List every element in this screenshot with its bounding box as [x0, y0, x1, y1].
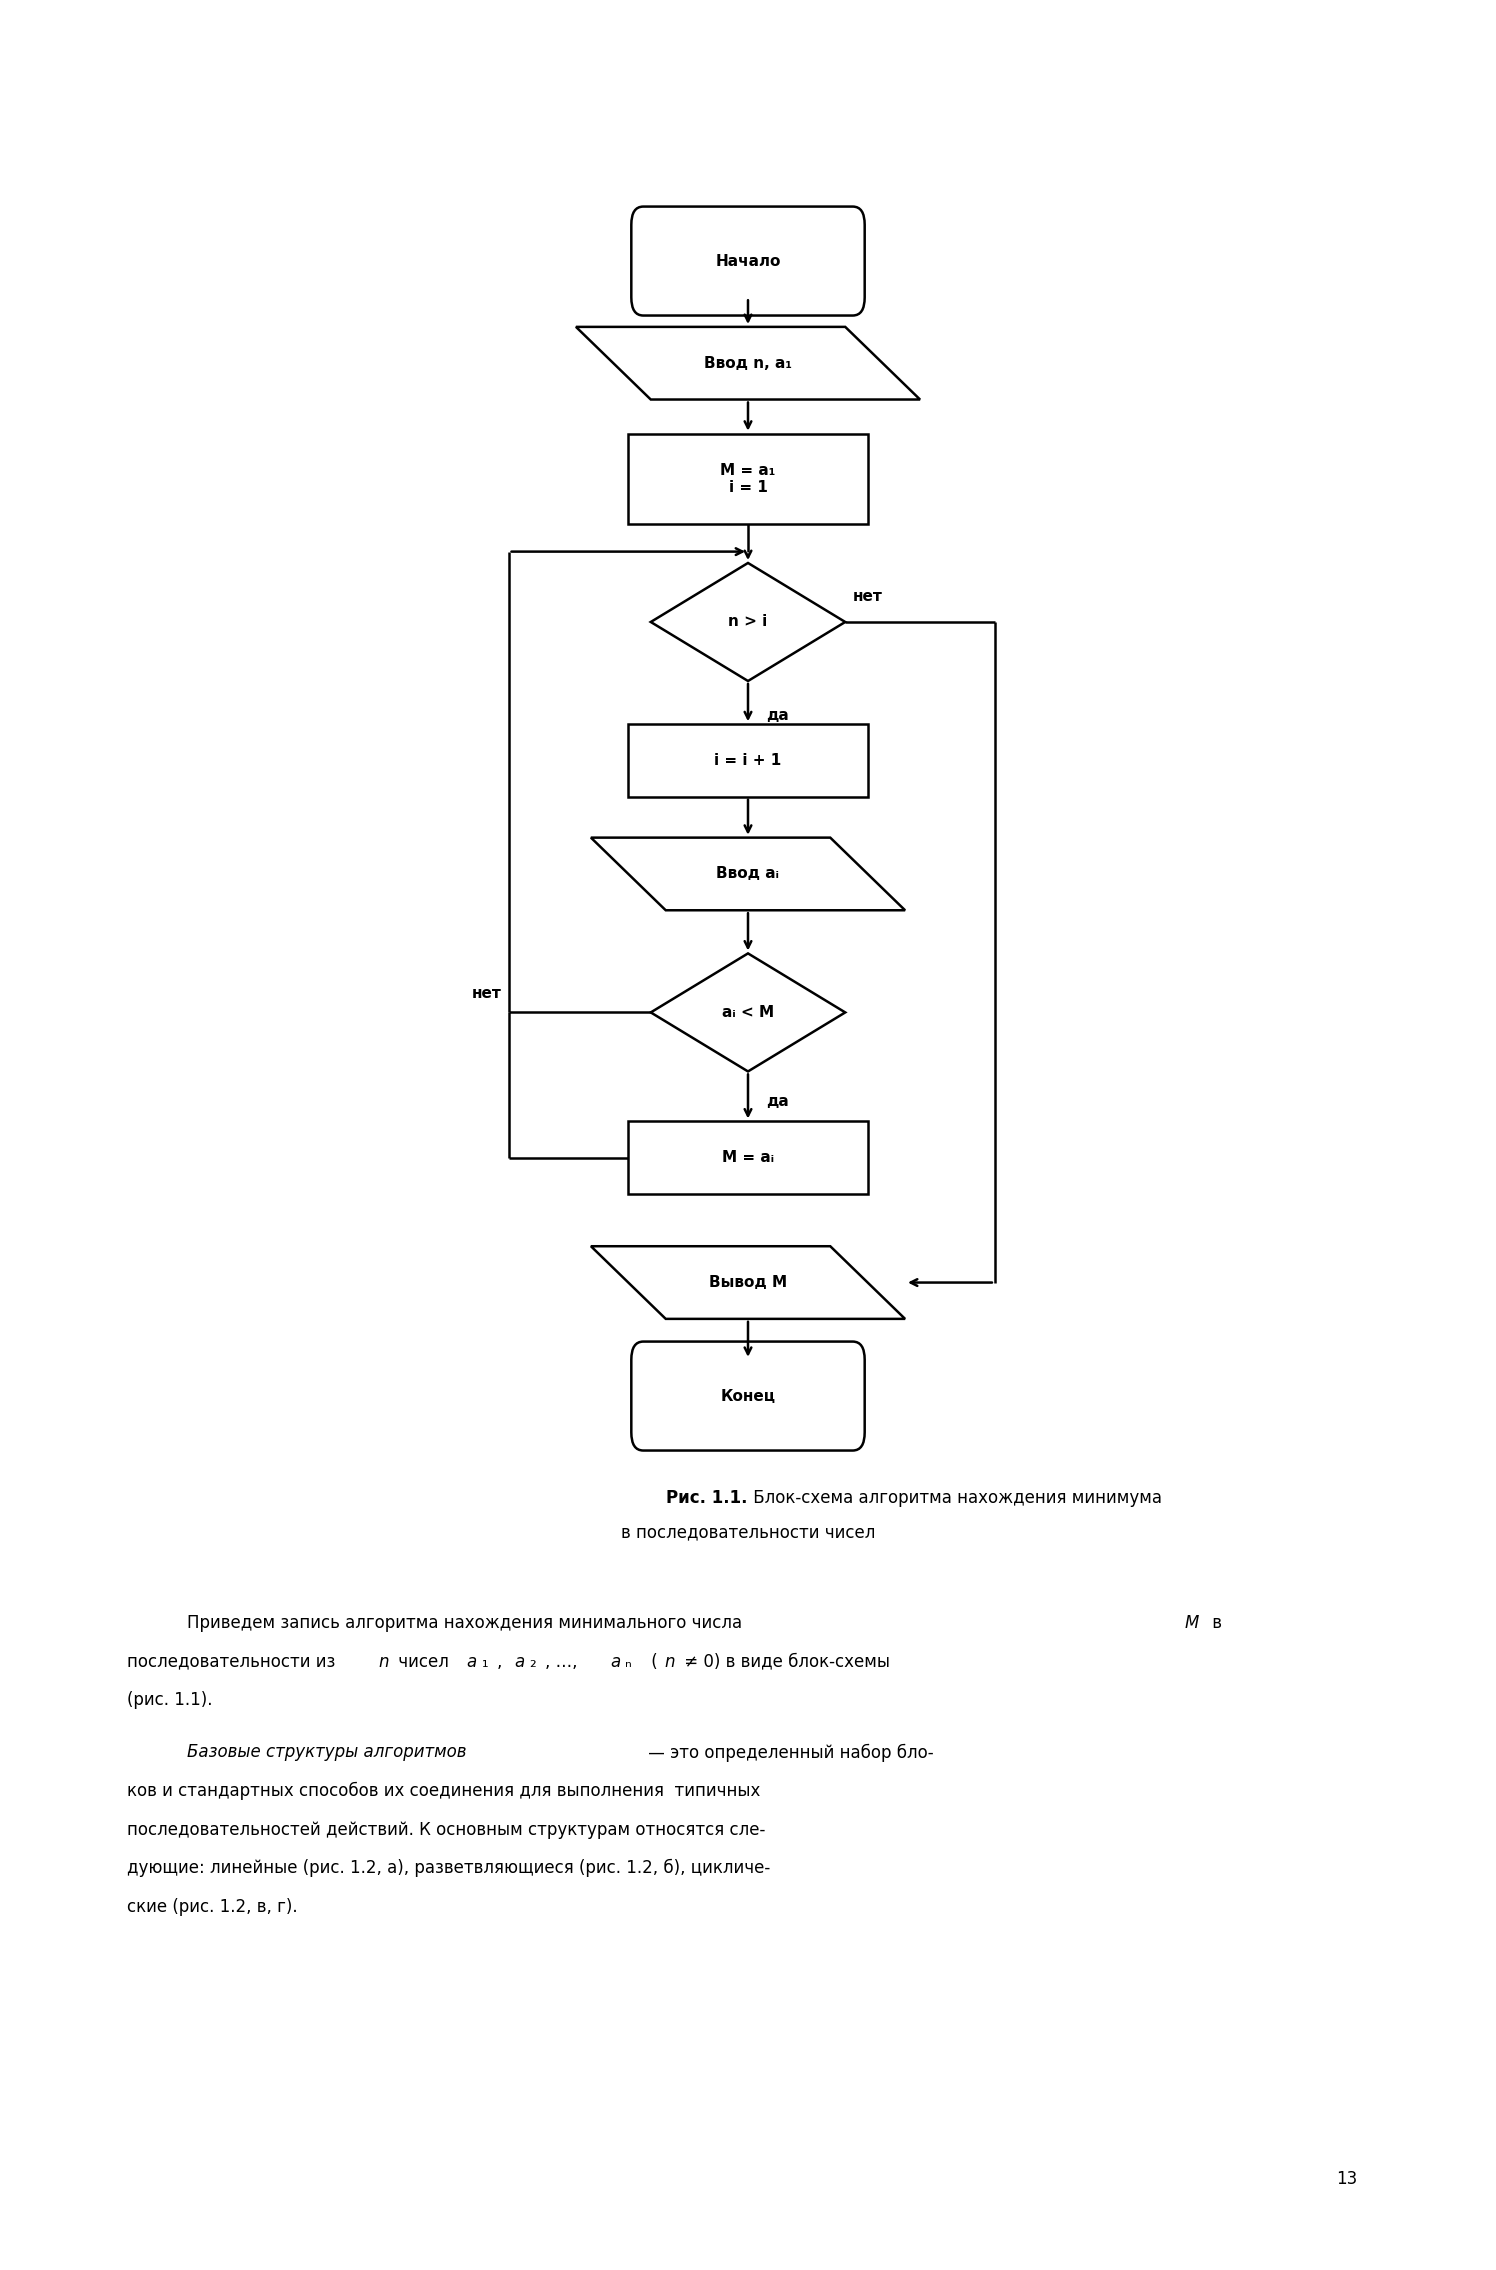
- Polygon shape: [651, 563, 845, 681]
- Bar: [628, 1121, 868, 1194]
- Text: ₙ: ₙ: [625, 1653, 633, 1671]
- Bar: [628, 724, 868, 797]
- Text: Ввод aᵢ: Ввод aᵢ: [717, 867, 779, 881]
- Text: n: n: [664, 1653, 675, 1671]
- Text: чисел: чисел: [393, 1653, 455, 1671]
- Polygon shape: [576, 327, 920, 400]
- Text: да: да: [766, 1094, 788, 1110]
- Text: дующие: линейные (рис. 1.2, а), разветвляющиеся (рис. 1.2, б), цикличе-: дующие: линейные (рис. 1.2, а), разветвл…: [127, 1859, 770, 1877]
- Text: Ввод n, a₁: Ввод n, a₁: [705, 356, 791, 370]
- Text: — это определенный набор бло-: — это определенный набор бло-: [643, 1743, 934, 1762]
- Polygon shape: [651, 953, 845, 1071]
- Polygon shape: [591, 1246, 905, 1319]
- Text: ₂: ₂: [530, 1653, 537, 1671]
- Text: Конец: Конец: [721, 1389, 775, 1403]
- Text: a: a: [467, 1653, 477, 1671]
- Polygon shape: [591, 838, 905, 910]
- Text: ские (рис. 1.2, в, г).: ские (рис. 1.2, в, г).: [127, 1898, 298, 1916]
- Text: M = a₁
i = 1: M = a₁ i = 1: [720, 463, 776, 495]
- Text: ≠ 0) в виде блок-схемы: ≠ 0) в виде блок-схемы: [679, 1653, 890, 1671]
- Text: aᵢ < M: aᵢ < M: [723, 1006, 773, 1019]
- Bar: [628, 434, 868, 524]
- Text: последовательности из: последовательности из: [127, 1653, 341, 1671]
- Text: a: a: [610, 1653, 621, 1671]
- Text: в последовательности чисел: в последовательности чисел: [621, 1523, 875, 1541]
- Text: в: в: [1207, 1614, 1222, 1632]
- Text: n > i: n > i: [729, 615, 767, 629]
- Text: , …,: , …,: [545, 1653, 582, 1671]
- Text: Приведем запись алгоритма нахождения минимального числа: Приведем запись алгоритма нахождения мин…: [187, 1614, 748, 1632]
- Text: Блок-схема алгоритма нахождения минимума: Блок-схема алгоритма нахождения минимума: [748, 1489, 1162, 1507]
- Text: Рис. 1.1.: Рис. 1.1.: [667, 1489, 748, 1507]
- FancyBboxPatch shape: [631, 1342, 865, 1451]
- Text: 13: 13: [1336, 2170, 1357, 2188]
- Text: (рис. 1.1).: (рис. 1.1).: [127, 1691, 212, 1709]
- Text: (: (: [646, 1653, 658, 1671]
- Text: M = aᵢ: M = aᵢ: [723, 1151, 773, 1165]
- Text: нет: нет: [853, 588, 883, 604]
- Text: нет: нет: [471, 985, 501, 1001]
- FancyBboxPatch shape: [631, 207, 865, 316]
- Text: ,: ,: [497, 1653, 507, 1671]
- Text: да: да: [766, 708, 788, 724]
- Text: последовательностей действий. К основным структурам относятся сле-: последовательностей действий. К основным…: [127, 1821, 766, 1839]
- Text: Базовые структуры алгоритмов: Базовые структуры алгоритмов: [187, 1743, 467, 1762]
- Text: ₁: ₁: [482, 1653, 488, 1671]
- Text: i = i + 1: i = i + 1: [715, 754, 781, 767]
- Text: ков и стандартных способов их соединения для выполнения  типичных: ков и стандартных способов их соединения…: [127, 1782, 760, 1800]
- Text: Вывод M: Вывод M: [709, 1276, 787, 1289]
- Text: М: М: [1185, 1614, 1200, 1632]
- Text: a: a: [515, 1653, 525, 1671]
- Text: n: n: [378, 1653, 389, 1671]
- Text: Начало: Начало: [715, 254, 781, 268]
